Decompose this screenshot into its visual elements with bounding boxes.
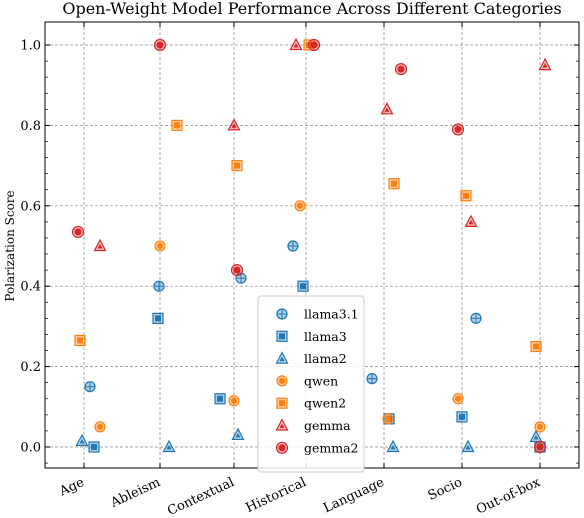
point-llama3-1-historical (287, 240, 299, 252)
x-tick-label: Language (321, 475, 387, 516)
x-tick-label: Socio (426, 475, 465, 504)
grid-lines (45, 22, 579, 468)
point-gemma-contextual (227, 118, 241, 131)
y-tick-label: 0.0 (20, 441, 41, 456)
point-llama2-ableism (162, 439, 176, 453)
point-llama3-socio (456, 411, 468, 423)
data-points (71, 37, 552, 454)
point-gemma-language (380, 102, 394, 115)
x-tick-label: Age (56, 475, 87, 500)
point-llama2-age (75, 433, 89, 447)
legend-marker-llama3-1 (276, 308, 288, 320)
point-llama2-language (386, 439, 400, 453)
point-qwen2-language (388, 178, 400, 190)
point-llama3-historical (297, 280, 309, 292)
point-llama2-out-of-box (529, 429, 543, 443)
legend-label: gemma2 (304, 440, 359, 455)
legend-label: qwen2 (304, 396, 346, 411)
point-qwen-socio (452, 393, 464, 405)
legend: llama3.1 llama3 llama2 qwen qwen2 gemma gemma2 (257, 295, 365, 473)
point-qwen-age (94, 421, 106, 433)
point-qwen2-contextual (231, 160, 243, 172)
point-llama3-ableism (152, 312, 164, 324)
point-qwen-contextual (228, 395, 240, 407)
y-axis-label: Polarization Score (3, 190, 17, 301)
legend-label: qwen (304, 373, 338, 388)
point-qwen-out-of-box (534, 421, 546, 433)
point-gemma2-language (394, 63, 408, 76)
point-llama3-1-language (366, 373, 378, 385)
point-gemma2-socio (451, 123, 465, 136)
point-llama3-contextual (214, 393, 226, 405)
legend-label: llama2 (304, 351, 347, 366)
legend-marker-gemma (275, 418, 289, 431)
y-tick-label: 0.6 (20, 199, 41, 214)
x-tick-label: Contextual (165, 475, 237, 518)
point-gemma2-contextual (230, 264, 244, 277)
legend-marker-qwen2 (276, 397, 288, 409)
point-llama2-socio (461, 439, 475, 453)
point-qwen-ableism (154, 240, 166, 252)
point-gemma2-ableism (153, 38, 167, 52)
point-qwen2-socio (460, 190, 472, 202)
point-qwen2-age (74, 334, 86, 347)
point-gemma2-out-of-box (533, 440, 547, 454)
y-tick-label: 1.0 (20, 39, 41, 54)
legend-marker-llama2 (275, 351, 289, 364)
point-qwen-historical (294, 200, 306, 212)
point-qwen2-ableism (171, 119, 183, 132)
x-tick-label: Out-of-box (474, 475, 543, 518)
point-llama3-age (88, 441, 100, 453)
legend-label: llama3 (304, 329, 347, 344)
point-qwen2-out-of-box (530, 340, 542, 353)
legend-marker-qwen (276, 375, 288, 387)
point-gemma-socio (464, 214, 478, 227)
legend-marker-llama3 (276, 330, 288, 342)
point-llama2-contextual (231, 427, 245, 441)
x-tick-label: Historical (244, 475, 309, 516)
point-gemma-age (93, 238, 107, 252)
y-axis-ticks: 0.0 0.2 0.4 0.6 0.8 1.0 (20, 39, 579, 464)
legend-label: gemma (304, 418, 351, 433)
point-gemma-historical (289, 37, 303, 51)
chart-title: Open-Weight Model Performance Across Dif… (62, 0, 561, 18)
point-gemma-out-of-box (538, 57, 552, 71)
x-tick-label: Ableism (108, 475, 163, 511)
point-llama3-1-ableism (153, 280, 165, 292)
y-tick-label: 0.8 (20, 119, 41, 134)
point-qwen-language (382, 413, 394, 425)
y-tick-label: 0.2 (20, 360, 41, 375)
legend-marker-gemma2 (275, 441, 289, 454)
point-gemma2-historical (307, 38, 321, 52)
point-llama3-1-socio (470, 312, 482, 324)
y-tick-label: 0.4 (20, 280, 41, 295)
legend-label: llama3.1 (304, 307, 359, 322)
point-llama3-1-age (84, 381, 96, 393)
point-gemma2-age (71, 225, 85, 239)
